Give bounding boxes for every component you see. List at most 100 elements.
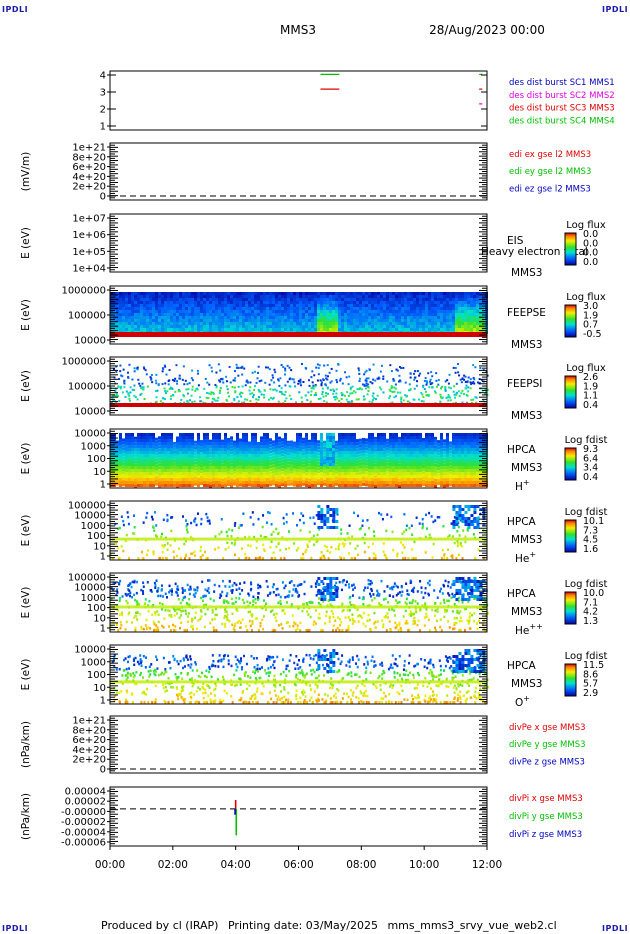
hpca-h-cell (311, 436, 314, 439)
feepse-cell (371, 319, 374, 322)
hpca-h-cell (179, 481, 182, 484)
hpca-h-cell (284, 463, 287, 466)
feepse-cell (143, 325, 146, 328)
hpca-h-cell (140, 439, 143, 442)
feepsi-point (286, 380, 289, 383)
feepse-cell (383, 307, 386, 310)
hpca-h-cell (416, 439, 419, 442)
feepse-cell (470, 310, 473, 313)
hpca-h-cell (428, 478, 431, 481)
feepse-cell (383, 292, 386, 295)
feepsi-point (182, 394, 185, 397)
feepse-cell (212, 328, 215, 331)
feepsi-point (479, 366, 482, 369)
hpca-h-cell (242, 457, 245, 460)
feepse-cell (425, 325, 428, 328)
feepsi-point (163, 387, 166, 390)
feepse-cell (263, 328, 266, 331)
hpca-h-cell (164, 460, 167, 463)
feepse-cell (284, 319, 287, 322)
hpca-h-cell (206, 454, 209, 457)
hpca-h-cell (449, 474, 452, 478)
feepsi-point (422, 386, 425, 389)
hpca-h-cell (425, 454, 428, 457)
hpca-h-cell (395, 469, 398, 472)
hpca-h-cell (437, 443, 440, 447)
hpca-h-cell (122, 465, 125, 469)
feepse-cell (194, 304, 197, 307)
hpca-h-cell (278, 472, 281, 476)
feepsi-point (244, 384, 247, 387)
hpca-h-cell (389, 469, 392, 472)
feepse-cell (182, 313, 185, 316)
eis-tick-label: 1e+06 (72, 230, 106, 241)
hpca-h-cell (359, 480, 362, 484)
feepse-cell (158, 322, 161, 325)
feepsi-point (191, 401, 194, 404)
hpca-h-cell (386, 462, 389, 466)
feepsi-point (388, 397, 391, 400)
hpca-h-cell (407, 472, 410, 475)
hpca-h-cell (227, 476, 230, 480)
hpca-h-cell (332, 454, 335, 457)
feepsi-point (454, 401, 457, 404)
feepse-cell (452, 307, 455, 310)
hpca-h-cell (179, 439, 182, 442)
feepse-cell (116, 328, 119, 331)
hpca-h-cell (368, 448, 371, 451)
feepse-cell (401, 298, 404, 301)
feepse-cell (395, 313, 398, 316)
feepse-cell (305, 319, 308, 322)
feepse-cell (155, 307, 158, 310)
feepse-cell (359, 316, 362, 319)
feepse-cell (203, 298, 206, 301)
hpca-h-cell (401, 436, 404, 439)
feepse-cell (272, 313, 275, 316)
feepsi-point (118, 378, 121, 381)
feepse-cell (305, 325, 308, 328)
hpca-h-cell (446, 457, 449, 460)
feepsi-point (277, 400, 280, 403)
feepse-cell (245, 322, 248, 325)
hpca-h-cell (140, 475, 143, 478)
feepse-cell (347, 301, 350, 304)
feepse-cell (416, 325, 419, 328)
feepse-cell (113, 319, 116, 322)
hpca-h-cell (209, 463, 212, 467)
hpca-h-cell (239, 438, 242, 442)
feepse-cell (332, 325, 335, 328)
feepse-cell (275, 301, 278, 304)
feepse-cell (143, 322, 146, 325)
feepsi-point (393, 396, 396, 399)
hpca-h-cell (251, 436, 254, 439)
hpca-h-cell (242, 463, 245, 466)
hpca-h-cell (392, 484, 395, 487)
feepsi-point (323, 400, 326, 403)
hpca-h-cell (161, 454, 164, 457)
feepse-cell (296, 292, 299, 295)
hpca-h-cell (185, 478, 188, 481)
hpca-h-cell (152, 445, 155, 448)
feepse-cell (209, 319, 212, 322)
hpca-h-cell (401, 460, 404, 463)
hpca-h-cell (113, 451, 116, 454)
hpca-h-cell (392, 466, 395, 469)
feepse-cell (170, 316, 173, 319)
feepse-cell (146, 316, 149, 319)
feepse-cell (260, 298, 263, 301)
hpca-h-cell (257, 474, 260, 478)
feepse-cell (173, 295, 176, 298)
hpca-h-cell (194, 464, 197, 468)
feepse-cell (371, 313, 374, 316)
feepse-cell (404, 304, 407, 307)
feepse-cell (254, 325, 257, 328)
feepsi-point (351, 392, 354, 395)
hpca-h-cell (110, 469, 113, 472)
feepsi-point (472, 364, 475, 367)
feepsi-point (367, 386, 370, 389)
feepsi-point (251, 371, 254, 374)
hpca-h-cell (158, 469, 161, 473)
feepse-cell (299, 328, 302, 331)
hpca-h-cell (218, 454, 221, 457)
